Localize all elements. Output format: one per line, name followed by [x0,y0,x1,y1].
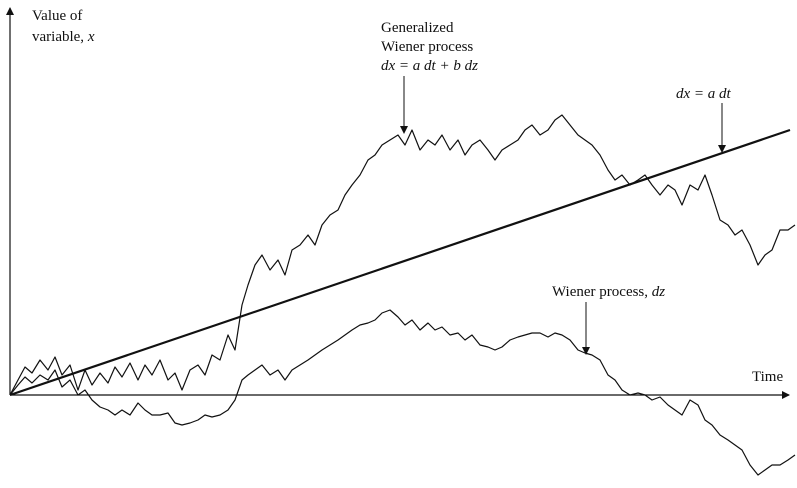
series-line-wiener [9,309,796,476]
generalized-equation: dx = a dt + b dz [381,58,478,74]
y-axis-label-line2: variable, x [32,29,95,45]
x-axis-label: Time [752,369,783,385]
series-line-drift [9,128,791,397]
generalized-label-line1: Generalized [381,20,454,36]
series-layer [9,114,796,476]
drift-equation: dx = a dt [676,86,732,102]
series-line-generalized [9,114,796,396]
y-axis-label-line1: Value of [32,8,82,24]
generalized-label-line2: Wiener process [381,39,473,55]
wiener-label: Wiener process, dz [552,284,665,300]
